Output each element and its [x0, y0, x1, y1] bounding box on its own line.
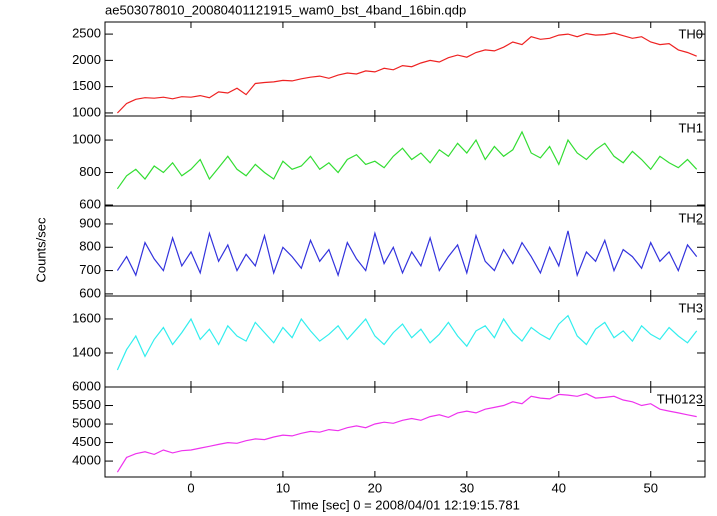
- x-tick-label: 50: [644, 480, 658, 495]
- data-line: [116, 230, 698, 278]
- y-tick-label: 1000: [72, 131, 101, 146]
- x-tick-label: 0: [187, 480, 194, 495]
- x-axis-label: Time [sec] 0 = 2008/04/01 12:19:15.781: [290, 497, 520, 512]
- y-tick-label: 1600: [72, 310, 101, 325]
- y-tick-label: 1000: [72, 104, 101, 119]
- panel-frame: [104, 386, 706, 478]
- x-tick-label: 30: [460, 480, 474, 495]
- y-tick-label: 600: [79, 196, 101, 211]
- panel-name: TH3: [678, 300, 703, 315]
- y-tick-label: 800: [79, 164, 101, 179]
- y-tick-label: 6000: [72, 378, 101, 393]
- panel-name: TH0123: [657, 391, 703, 406]
- data-line: [116, 130, 698, 190]
- panel-name: TH2: [678, 210, 703, 225]
- panel-name: TH1: [678, 120, 703, 135]
- data-line: [116, 314, 698, 371]
- y-tick-label: 2000: [72, 52, 101, 67]
- y-tick-label: 1500: [72, 78, 101, 93]
- y-tick-label: 2500: [72, 26, 101, 41]
- x-tick-label: 10: [276, 480, 290, 495]
- y-tick-label: 4500: [72, 434, 101, 449]
- chart-title: ae503078010_20080401121915_wam0_bst_4ban…: [105, 2, 466, 17]
- x-tick-label: 20: [368, 480, 382, 495]
- y-tick-label: 4000: [72, 453, 101, 468]
- y-axis-label: Counts/sec: [33, 217, 48, 283]
- y-tick-label: 5500: [72, 397, 101, 412]
- panel-name: TH0: [678, 26, 703, 41]
- y-tick-label: 600: [79, 285, 101, 300]
- y-tick-label: 700: [79, 262, 101, 277]
- y-tick-label: 1400: [72, 344, 101, 359]
- data-line: [116, 393, 697, 473]
- y-tick-label: 5000: [72, 415, 101, 430]
- data-line: [116, 32, 697, 114]
- y-tick-label: 900: [79, 215, 101, 230]
- x-tick-label: 40: [552, 480, 566, 495]
- y-tick-label: 800: [79, 239, 101, 254]
